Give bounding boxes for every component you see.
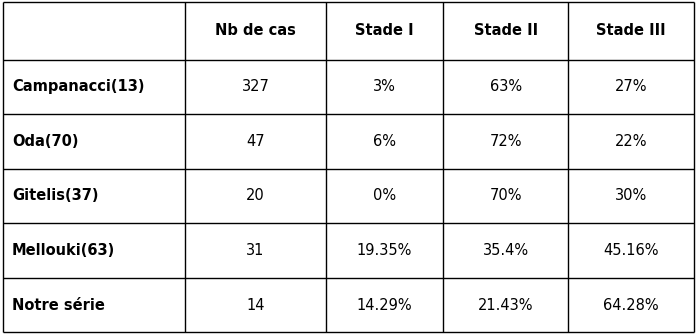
Text: Stade I: Stade I: [355, 23, 414, 38]
Text: 3%: 3%: [373, 79, 396, 94]
Text: Stade III: Stade III: [596, 23, 666, 38]
Text: Gitelis(37): Gitelis(37): [12, 188, 98, 203]
Text: 14: 14: [246, 298, 265, 313]
Text: Notre série: Notre série: [12, 298, 105, 313]
Text: 14.29%: 14.29%: [357, 298, 413, 313]
Text: 35.4%: 35.4%: [483, 243, 529, 258]
Text: 72%: 72%: [489, 134, 522, 149]
Text: 21.43%: 21.43%: [478, 298, 534, 313]
Text: 30%: 30%: [615, 188, 647, 203]
Text: 6%: 6%: [373, 134, 396, 149]
Text: 45.16%: 45.16%: [603, 243, 659, 258]
Text: Mellouki(63): Mellouki(63): [12, 243, 115, 258]
Text: Oda(70): Oda(70): [12, 134, 78, 149]
Text: 327: 327: [242, 79, 270, 94]
Text: Campanacci(13): Campanacci(13): [12, 79, 144, 94]
Text: 70%: 70%: [489, 188, 522, 203]
Text: Stade II: Stade II: [474, 23, 538, 38]
Text: 47: 47: [246, 134, 265, 149]
Text: 31: 31: [247, 243, 265, 258]
Text: 64.28%: 64.28%: [603, 298, 659, 313]
Text: Nb de cas: Nb de cas: [215, 23, 296, 38]
Text: 63%: 63%: [490, 79, 522, 94]
Text: 0%: 0%: [373, 188, 396, 203]
Text: 20: 20: [246, 188, 265, 203]
Text: 19.35%: 19.35%: [357, 243, 412, 258]
Text: 27%: 27%: [615, 79, 648, 94]
Text: 22%: 22%: [615, 134, 648, 149]
